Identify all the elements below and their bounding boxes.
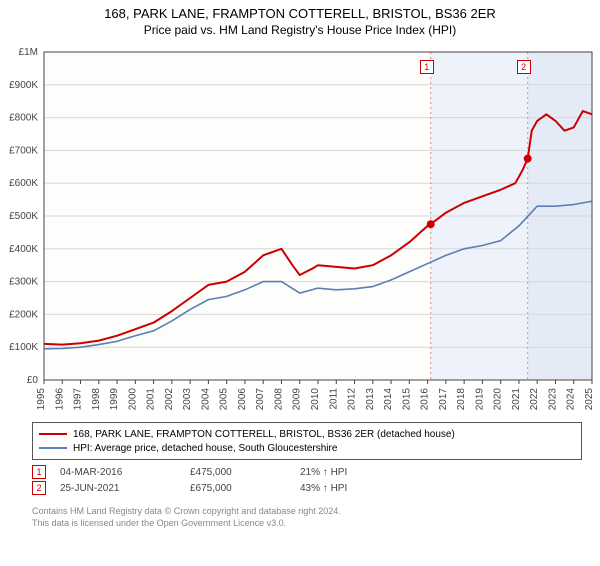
transaction-index: 2 bbox=[32, 481, 46, 495]
svg-text:2017: 2017 bbox=[438, 388, 449, 411]
svg-text:£1M: £1M bbox=[19, 47, 38, 58]
svg-text:2000: 2000 bbox=[127, 388, 138, 411]
attribution: Contains HM Land Registry data © Crown c… bbox=[32, 506, 341, 529]
svg-text:2007: 2007 bbox=[255, 388, 266, 411]
svg-text:1999: 1999 bbox=[109, 388, 120, 411]
svg-text:2025: 2025 bbox=[584, 388, 595, 411]
svg-text:£700K: £700K bbox=[9, 145, 38, 156]
legend: 168, PARK LANE, FRAMPTON COTTERELL, BRIS… bbox=[32, 422, 582, 460]
transaction-delta: 43% ↑ HPI bbox=[300, 483, 347, 494]
svg-text:2006: 2006 bbox=[237, 388, 248, 411]
svg-text:1995: 1995 bbox=[36, 388, 47, 411]
transaction-date: 04-MAR-2016 bbox=[60, 467, 190, 478]
svg-text:2002: 2002 bbox=[164, 388, 175, 411]
transactions-table: 1 04-MAR-2016£475,00021% ↑ HPI 2 25-JUN-202… bbox=[32, 464, 347, 496]
svg-text:£200K: £200K bbox=[9, 309, 38, 320]
legend-swatch bbox=[39, 433, 67, 435]
sale-flag: 1 bbox=[420, 60, 434, 74]
transaction-index: 1 bbox=[32, 465, 46, 479]
svg-text:2004: 2004 bbox=[200, 388, 211, 411]
svg-text:2011: 2011 bbox=[328, 388, 339, 410]
svg-text:2022: 2022 bbox=[529, 388, 540, 411]
svg-text:2005: 2005 bbox=[219, 388, 230, 411]
transaction-price: £475,000 bbox=[190, 467, 300, 478]
legend-label: HPI: Average price, detached house, Sout… bbox=[73, 443, 337, 454]
svg-text:2003: 2003 bbox=[182, 388, 193, 411]
svg-text:2008: 2008 bbox=[273, 388, 284, 411]
attribution-line1: Contains HM Land Registry data © Crown c… bbox=[32, 506, 341, 518]
svg-text:2019: 2019 bbox=[474, 388, 485, 411]
svg-text:£600K: £600K bbox=[9, 178, 38, 189]
svg-text:1996: 1996 bbox=[54, 388, 65, 411]
svg-text:2018: 2018 bbox=[456, 388, 467, 411]
transaction-price: £675,000 bbox=[190, 483, 300, 494]
svg-text:2014: 2014 bbox=[383, 388, 394, 411]
svg-text:2001: 2001 bbox=[146, 388, 157, 411]
chart-subtitle: Price paid vs. HM Land Registry's House … bbox=[0, 23, 600, 37]
attribution-line2: This data is licensed under the Open Gov… bbox=[32, 518, 341, 530]
price-chart: £0£100K£200K£300K£400K£500K£600K£700K£80… bbox=[0, 44, 548, 372]
svg-text:£300K: £300K bbox=[9, 277, 38, 288]
svg-text:£100K: £100K bbox=[9, 342, 38, 353]
svg-text:2023: 2023 bbox=[547, 388, 558, 411]
transaction-row: 2 25-JUN-2021£675,00043% ↑ HPI bbox=[32, 480, 347, 496]
legend-label: 168, PARK LANE, FRAMPTON COTTERELL, BRIS… bbox=[73, 429, 455, 440]
svg-text:2020: 2020 bbox=[493, 388, 504, 411]
sale-flag: 2 bbox=[517, 60, 531, 74]
svg-text:£400K: £400K bbox=[9, 244, 38, 255]
transaction-date: 25-JUN-2021 bbox=[60, 483, 190, 494]
svg-text:2016: 2016 bbox=[420, 388, 431, 411]
svg-text:2012: 2012 bbox=[347, 388, 358, 411]
svg-text:£500K: £500K bbox=[9, 211, 38, 222]
svg-text:£0: £0 bbox=[27, 375, 39, 386]
svg-text:2009: 2009 bbox=[292, 388, 303, 411]
legend-item: 168, PARK LANE, FRAMPTON COTTERELL, BRIS… bbox=[39, 427, 575, 441]
svg-text:2015: 2015 bbox=[401, 388, 412, 411]
svg-text:2013: 2013 bbox=[365, 388, 376, 411]
legend-item: HPI: Average price, detached house, Sout… bbox=[39, 441, 575, 455]
svg-text:1998: 1998 bbox=[91, 388, 102, 411]
svg-text:£800K: £800K bbox=[9, 113, 38, 124]
legend-swatch bbox=[39, 447, 67, 449]
svg-text:2021: 2021 bbox=[511, 388, 522, 411]
svg-text:2024: 2024 bbox=[566, 388, 577, 411]
transaction-row: 1 04-MAR-2016£475,00021% ↑ HPI bbox=[32, 464, 347, 480]
transaction-delta: 21% ↑ HPI bbox=[300, 467, 347, 478]
chart-title: 168, PARK LANE, FRAMPTON COTTERELL, BRIS… bbox=[0, 6, 600, 21]
svg-text:2010: 2010 bbox=[310, 388, 321, 411]
svg-text:1997: 1997 bbox=[73, 388, 84, 411]
svg-text:£900K: £900K bbox=[9, 80, 38, 91]
